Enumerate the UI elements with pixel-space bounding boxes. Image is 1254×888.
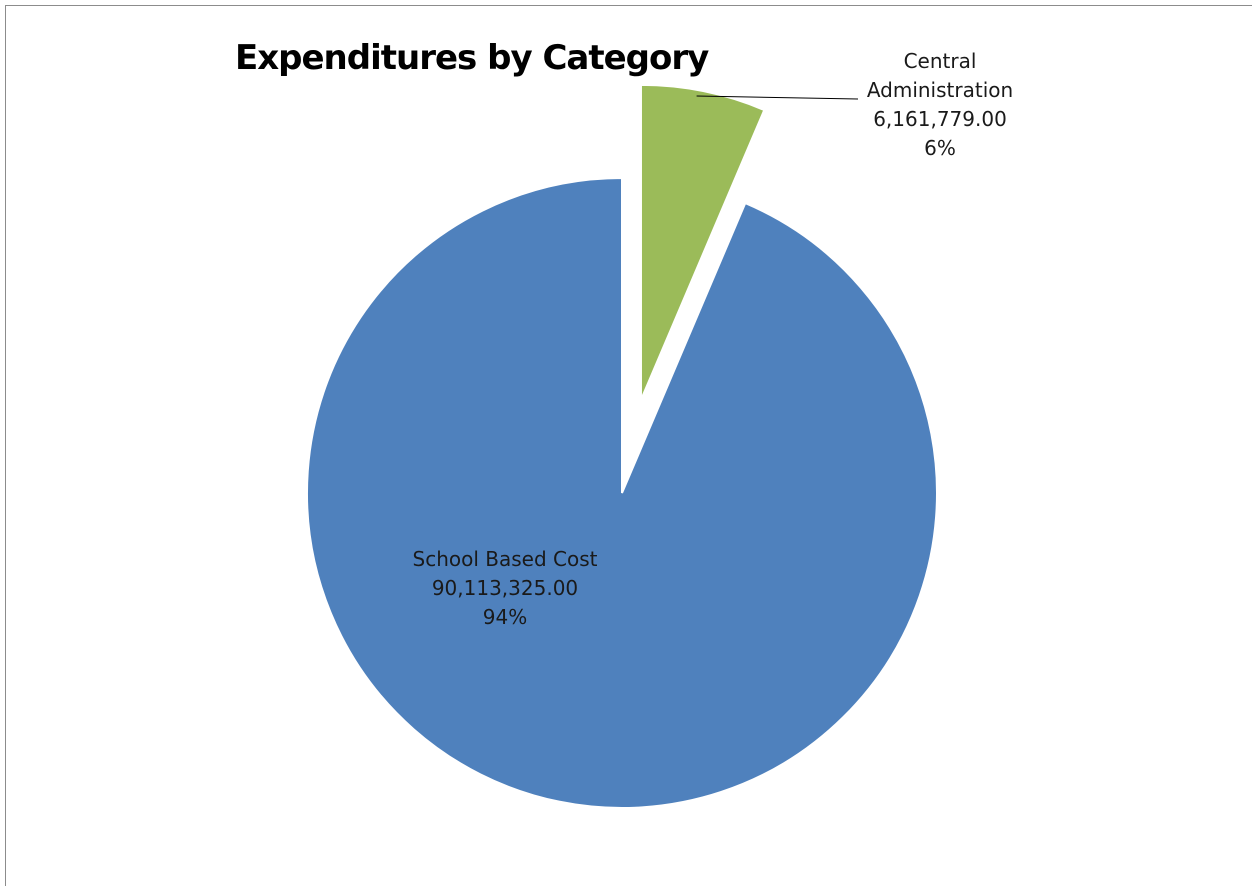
chart-title: Expenditures by Category xyxy=(235,38,709,78)
data-label-percent: 94% xyxy=(482,605,528,629)
pie-slice-central-administration xyxy=(639,83,766,401)
leader-line-central-administration xyxy=(696,95,859,100)
data-label-name: School Based Cost xyxy=(412,547,598,571)
pie-slice-school-based-cost xyxy=(306,176,939,809)
data-label-name-line-1: Central xyxy=(903,49,977,73)
pie-slices xyxy=(306,83,939,809)
data-label-central-administration: Central Administration 6,161,779.00 6% xyxy=(850,47,1030,163)
data-label-value: 90,113,325.00 xyxy=(431,576,579,600)
data-label-value: 6,161,779.00 xyxy=(873,107,1007,131)
data-label-school-based-cost: School Based Cost 90,113,325.00 94% xyxy=(380,545,630,632)
data-label-percent: 6% xyxy=(924,136,956,160)
data-label-name-line-2: Administration xyxy=(866,78,1014,102)
